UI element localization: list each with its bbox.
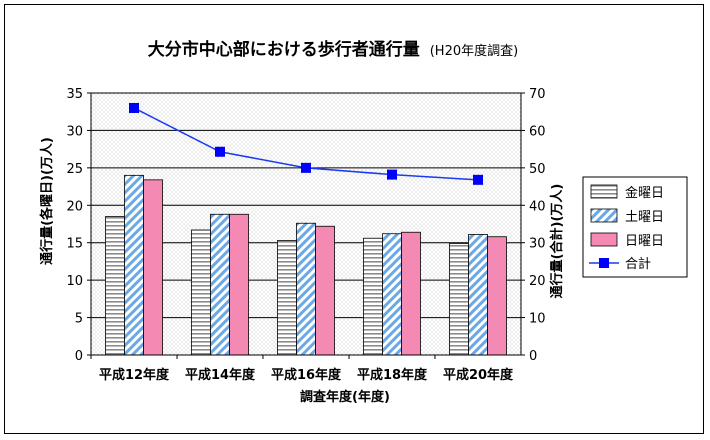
right-tick-label: 20 [529, 274, 546, 289]
right-tick-label: 60 [529, 124, 546, 139]
right-axis-ticks: 0 10 20 30 40 50 60 70 [521, 87, 546, 364]
legend-label-total: 合計 [625, 256, 651, 272]
total-line-layer [129, 102, 483, 185]
legend: 金曜日 土曜日 日曜日 合計 [582, 176, 688, 278]
right-tick-label: 70 [529, 87, 546, 102]
chart-frame: 大分市中心部における歩行者通行量 (H20年度調査) 0 5 10 15 20 25 30 3… [4, 4, 704, 434]
legend-marker-total [599, 258, 609, 268]
bar-friday [449, 243, 469, 356]
right-tick-label: 10 [529, 312, 546, 327]
right-tick-label: 40 [529, 199, 546, 214]
bar-sunday [229, 213, 249, 356]
bar-sunday [315, 225, 335, 356]
legend-label-friday: 金曜日 [625, 185, 664, 201]
legend-label-sunday: 日曜日 [625, 234, 664, 249]
bar-friday [363, 237, 383, 356]
bars [105, 174, 507, 356]
bar-saturday [210, 213, 230, 356]
x-tick-label: 平成16年度 [271, 367, 342, 383]
left-axis-ticks: 0 5 10 15 20 25 30 35 [66, 87, 91, 364]
x-axis-title: 調査年度(年度) [300, 389, 390, 405]
bar-friday [105, 216, 125, 356]
left-tick-label: 20 [66, 199, 83, 214]
svg-text:大分市中心部における歩行者通行量 (H20年度調: 大分市中心部における歩行者通行量 (H20年度調査) [148, 39, 518, 60]
bar-sunday [401, 231, 421, 356]
x-tick-label: 平成12年度 [99, 367, 170, 383]
legend-label-saturday: 土曜日 [625, 210, 664, 225]
total-marker [473, 174, 483, 185]
bar-friday [191, 229, 211, 356]
right-axis-title: 通行量(合計)(万人) [549, 184, 565, 299]
left-axis-title: 通行量(各曜日)(万人) [39, 137, 55, 265]
left-tick-label: 0 [75, 349, 83, 364]
bar-saturday [382, 233, 402, 356]
total-marker [387, 169, 397, 180]
left-tick-label: 5 [75, 312, 83, 327]
left-tick-label: 25 [66, 162, 83, 177]
total-marker [129, 102, 139, 113]
left-tick-label: 15 [66, 237, 83, 252]
left-tick-label: 10 [66, 274, 83, 289]
legend-swatch-saturday [590, 208, 618, 223]
left-tick-label: 35 [66, 87, 83, 102]
bar-saturday [468, 234, 488, 356]
x-tick-label: 平成20年度 [443, 367, 514, 383]
bar-saturday [124, 174, 144, 356]
bar-saturday [296, 222, 316, 356]
legend-swatch-friday [590, 184, 618, 199]
total-marker [215, 146, 225, 157]
bar-friday [277, 240, 297, 356]
chart-subtitle: (H20年度調査) [430, 43, 518, 59]
total-marker [301, 162, 311, 173]
chart-svg: 大分市中心部における歩行者通行量 (H20年度調査) 0 5 10 15 20 25 30 3… [39, 39, 688, 405]
right-tick-label: 50 [529, 162, 546, 177]
legend-swatch-sunday [590, 232, 618, 247]
right-tick-label: 0 [529, 349, 537, 364]
x-axis-labels: 平成12年度 平成14年度 平成16年度 平成18年度 平成20年度 [90, 355, 514, 383]
bar-sunday [487, 236, 507, 356]
plot-border [90, 92, 522, 356]
chart-title: 大分市中心部における歩行者通行量 [148, 39, 420, 60]
bar-sunday [143, 179, 163, 356]
x-tick-label: 平成18年度 [357, 367, 428, 383]
left-tick-label: 30 [66, 124, 83, 139]
x-tick-label: 平成14年度 [185, 367, 256, 383]
right-tick-label: 30 [529, 237, 546, 252]
